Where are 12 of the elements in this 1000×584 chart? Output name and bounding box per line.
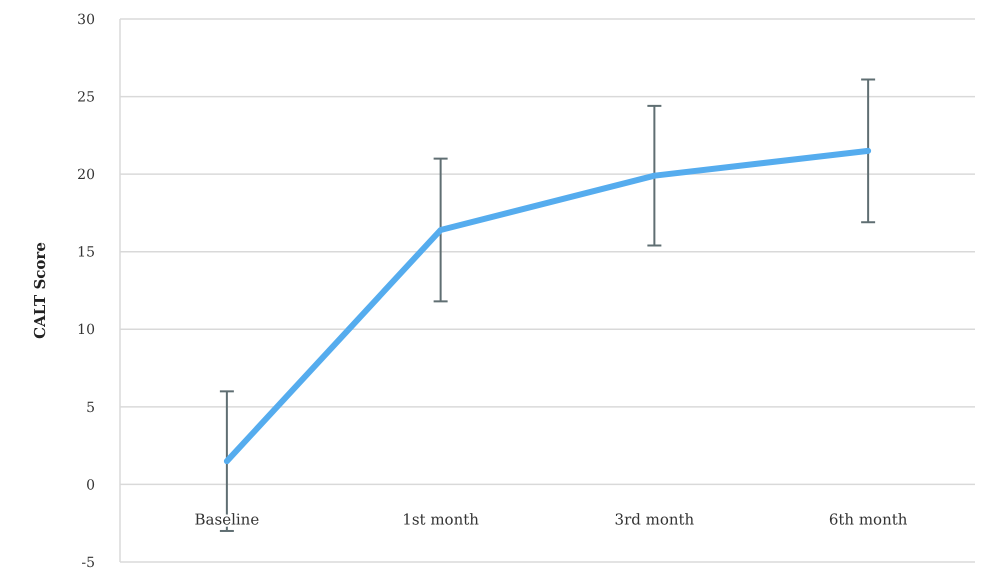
x-tick-label: 6th month [828,510,908,528]
x-tick-label: 3rd month [614,510,695,528]
x-tick-label: 1st month [402,510,480,528]
y-tick-label: 5 [86,400,95,416]
y-axis-title: CALT Score [31,242,49,339]
y-tick-label: 25 [77,89,95,106]
y-tick-label: 20 [77,167,95,184]
y-tick-label: 30 [77,12,95,28]
y-tick-label: 10 [77,322,95,338]
y-tick-label: 0 [86,477,95,494]
y-tick-label: 15 [77,244,95,261]
y-tick-label: -5 [81,554,95,571]
